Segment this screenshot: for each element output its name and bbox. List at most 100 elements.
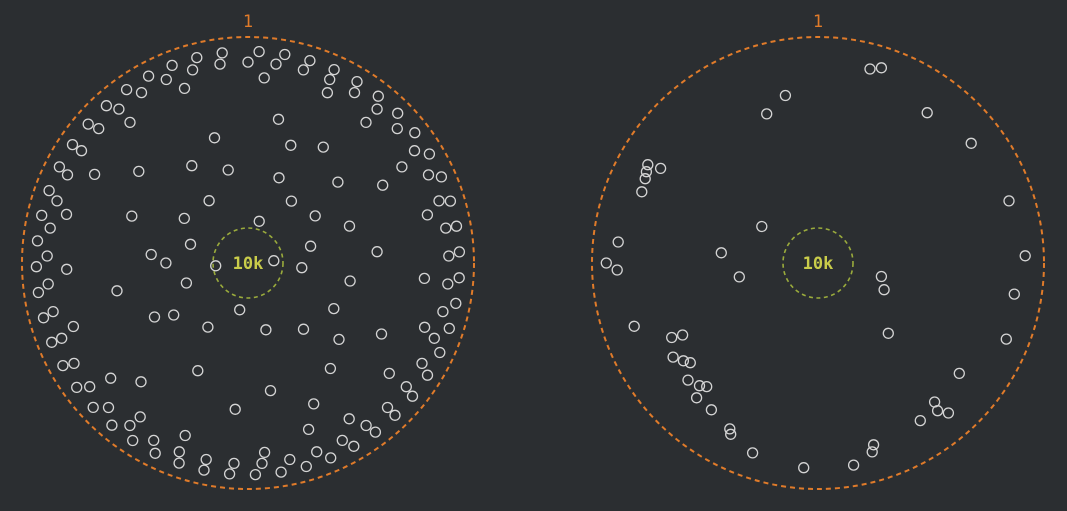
data-point xyxy=(145,248,157,261)
data-point xyxy=(66,138,79,151)
data-point xyxy=(249,468,262,481)
data-point xyxy=(106,419,118,431)
data-point xyxy=(46,336,58,348)
data-point xyxy=(309,210,321,222)
data-point xyxy=(186,64,199,76)
data-point xyxy=(882,327,894,339)
data-point xyxy=(422,169,435,181)
data-point xyxy=(178,212,190,225)
data-point xyxy=(186,160,198,172)
data-point xyxy=(134,411,146,423)
data-point xyxy=(160,73,172,86)
data-point xyxy=(611,264,623,276)
data-point xyxy=(56,332,68,344)
data-point xyxy=(31,235,44,247)
data-point xyxy=(102,401,115,414)
data-point xyxy=(51,195,63,207)
data-point xyxy=(256,457,268,470)
data-points xyxy=(30,45,466,481)
data-point xyxy=(914,414,926,427)
data-point xyxy=(875,62,888,74)
data-point xyxy=(693,380,706,392)
data-point xyxy=(421,209,434,221)
data-point xyxy=(149,447,161,459)
data-point xyxy=(296,262,308,274)
data-point xyxy=(690,392,703,404)
data-point xyxy=(409,127,421,139)
data-point xyxy=(47,305,59,318)
data-point xyxy=(867,439,880,451)
data-point xyxy=(416,357,428,370)
data-point xyxy=(444,195,457,207)
data-point xyxy=(311,446,323,458)
data-point xyxy=(953,367,965,380)
data-point xyxy=(628,320,640,332)
data-point xyxy=(229,403,241,415)
inner-ring-label: 10k xyxy=(233,254,264,274)
data-point xyxy=(203,195,215,207)
data-point xyxy=(93,122,105,135)
data-point xyxy=(30,261,43,273)
data-point xyxy=(942,407,955,419)
data-point xyxy=(67,320,80,333)
data-point xyxy=(68,357,80,370)
inner-ring-label: 10k xyxy=(803,254,834,274)
data-point xyxy=(82,118,94,130)
data-point xyxy=(168,309,180,321)
outer-ring-label: 1 xyxy=(243,12,253,32)
data-point xyxy=(258,72,270,84)
data-point xyxy=(210,260,222,272)
data-point xyxy=(351,75,363,88)
data-point xyxy=(32,286,45,299)
data-point xyxy=(216,47,228,59)
data-point xyxy=(418,321,431,333)
data-point xyxy=(44,222,56,234)
data-point xyxy=(921,107,933,119)
data-point xyxy=(321,87,334,99)
data-point xyxy=(242,56,254,68)
data-point xyxy=(847,459,860,471)
data-point xyxy=(75,145,88,157)
data-point xyxy=(135,86,148,99)
data-point xyxy=(666,331,678,344)
data-point xyxy=(297,323,310,335)
polar-panel-right: 1 10k xyxy=(591,12,1045,490)
data-point xyxy=(124,116,136,129)
data-point xyxy=(343,413,355,425)
data-point xyxy=(391,122,403,135)
data-point xyxy=(639,173,651,185)
data-point xyxy=(684,357,696,369)
data-point xyxy=(864,63,876,75)
data-point xyxy=(37,312,50,324)
data-point xyxy=(105,372,117,384)
data-point xyxy=(400,381,412,393)
data-point xyxy=(336,434,348,447)
outer-ring xyxy=(591,36,1045,490)
data-point xyxy=(120,83,133,96)
data-point xyxy=(642,159,654,171)
data-point xyxy=(297,64,310,76)
data-point xyxy=(348,86,361,99)
data-point xyxy=(268,255,280,267)
data-point xyxy=(142,70,155,82)
data-point xyxy=(260,324,272,336)
data-point xyxy=(148,434,160,447)
data-point xyxy=(308,398,320,410)
data-point xyxy=(71,381,83,394)
data-point xyxy=(234,304,246,316)
data-point xyxy=(41,250,53,262)
data-point xyxy=(61,263,73,275)
data-point xyxy=(437,305,449,318)
data-point xyxy=(682,374,694,386)
data-point xyxy=(715,247,727,259)
polar-panel-left: 1 10k xyxy=(21,12,475,490)
data-point xyxy=(406,390,419,402)
data-point xyxy=(179,429,191,442)
data-point xyxy=(344,275,356,287)
data-point xyxy=(369,426,382,438)
data-point xyxy=(84,381,96,393)
data-point xyxy=(360,419,372,432)
data-point xyxy=(389,409,401,421)
data-point xyxy=(184,238,197,250)
data-point xyxy=(127,434,139,447)
